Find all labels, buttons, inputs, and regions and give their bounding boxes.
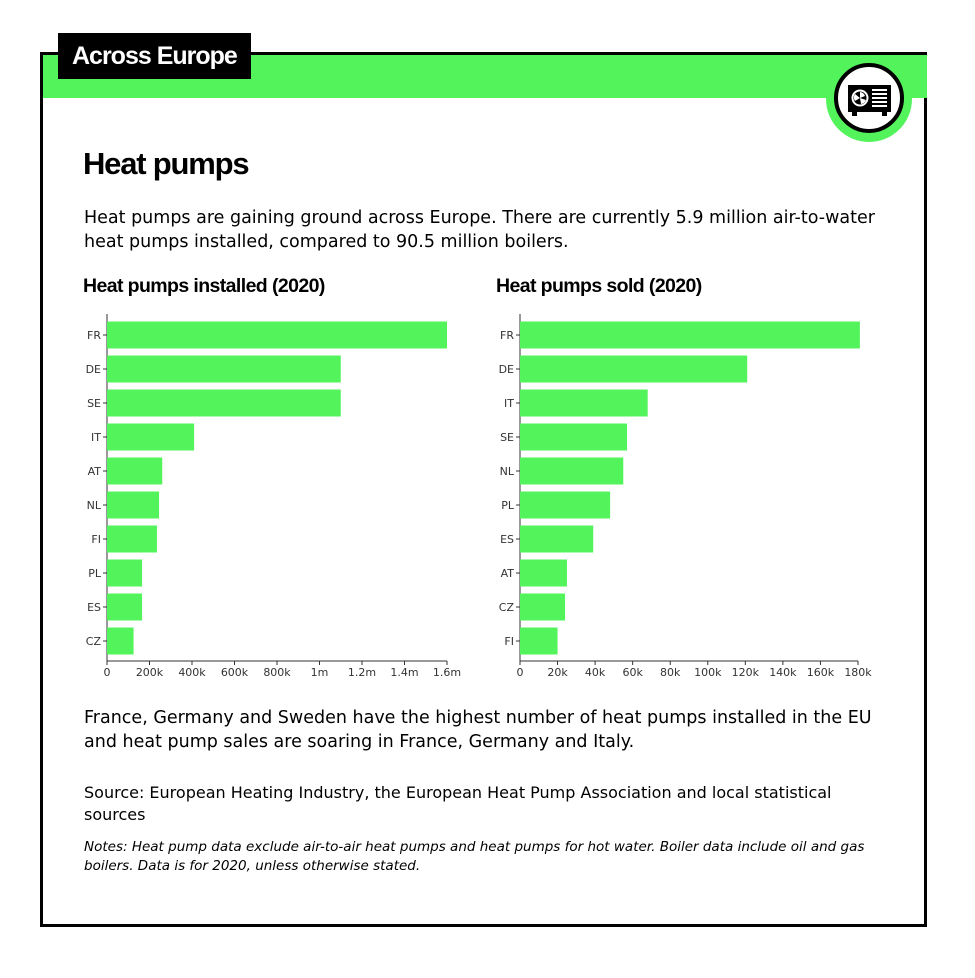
installed-x-tick-label: 1.4m — [390, 666, 418, 679]
installed-y-tick-label: IT — [91, 431, 101, 444]
installed-x-tick-label: 800k — [263, 666, 291, 679]
sold-bar-de — [520, 355, 748, 383]
sold-x-tick-label: 0 — [517, 666, 524, 679]
sold-bar-fi — [520, 627, 558, 655]
section-label: Across Europe — [58, 33, 251, 79]
sold-x-tick-label: 40k — [585, 666, 606, 679]
sold-x-tick-label: 180k — [844, 666, 872, 679]
sold-x-tick-label: 80k — [660, 666, 681, 679]
sold-x-tick-label: 140k — [769, 666, 797, 679]
chart-sold-title: Heat pumps sold (2020) — [496, 275, 702, 297]
sold-y-tick-label: AT — [501, 567, 515, 580]
sold-y-tick-label: FR — [500, 329, 514, 342]
installed-y-tick-label: FI — [91, 533, 101, 546]
installed-bar-pl — [107, 559, 143, 587]
card-frame — [40, 52, 927, 927]
sold-bar-at — [520, 559, 567, 587]
installed-bar-cz — [107, 627, 134, 655]
sold-y-tick-label: IT — [504, 397, 514, 410]
installed-y-tick-label: ES — [87, 601, 101, 614]
installed-x-tick-label: 1.2m — [348, 666, 376, 679]
sold-bar-pl — [520, 491, 611, 519]
installed-y-tick-label: SE — [87, 397, 101, 410]
heat-pump-icon — [826, 61, 912, 142]
installed-y-tick-label: CZ — [86, 635, 102, 648]
sold-x-tick-label: 100k — [694, 666, 722, 679]
installed-y-tick-label: FR — [87, 329, 101, 342]
page-title: Heat pumps — [83, 146, 250, 181]
intro-paragraph: Heat pumps are gaining ground across Eur… — [84, 208, 875, 252]
notes-text: Notes: Heat pump data exclude air-to-air… — [84, 839, 865, 874]
installed-y-tick-label: PL — [88, 567, 102, 580]
installed-bar-nl — [107, 491, 160, 519]
installed-bar-fr — [107, 321, 447, 349]
installed-y-tick-label: NL — [87, 499, 102, 512]
installed-bar-at — [107, 457, 163, 485]
installed-bar-it — [107, 423, 195, 451]
chart-sold: FR DE IT SE NL PL ES AT CZ FI 0 20k 40k 60k 80k 100k 120… — [499, 314, 872, 679]
chart-installed: FR DE SE IT AT NL FI PL ES CZ 0 200k 400k 600k 800k 1m 1… — [86, 314, 461, 679]
source-text: Source: European Heating Industry, the E… — [84, 783, 832, 824]
sold-bar-cz — [520, 593, 566, 621]
sold-bar-fr — [520, 321, 860, 349]
sold-x-tick-label: 120k — [732, 666, 760, 679]
installed-bar-se — [107, 389, 341, 417]
installed-y-tick-label: DE — [86, 363, 101, 376]
sold-x-tick-label: 60k — [622, 666, 643, 679]
sold-y-tick-label: CZ — [499, 601, 515, 614]
installed-bar-de — [107, 355, 341, 383]
installed-x-tick-label: 1m — [311, 666, 329, 679]
sold-y-tick-label: NL — [500, 465, 515, 478]
sold-x-tick-label: 160k — [807, 666, 835, 679]
sold-bar-nl — [520, 457, 624, 485]
installed-x-tick-label: 0 — [104, 666, 111, 679]
sold-bar-it — [520, 389, 648, 417]
sold-y-tick-label: DE — [499, 363, 514, 376]
sold-y-tick-label: SE — [500, 431, 514, 444]
installed-bar-fi — [107, 525, 157, 553]
sold-bar-se — [520, 423, 628, 451]
sold-y-tick-label: PL — [501, 499, 515, 512]
installed-bar-es — [107, 593, 143, 621]
sold-bar-es — [520, 525, 594, 553]
sold-y-tick-label: ES — [500, 533, 514, 546]
chart-installed-title: Heat pumps installed (2020) — [83, 275, 325, 297]
sold-x-tick-label: 20k — [547, 666, 568, 679]
sold-y-tick-label: FI — [504, 635, 514, 648]
installed-x-tick-label: 400k — [178, 666, 206, 679]
installed-x-tick-label: 1.6m — [433, 666, 461, 679]
summary-paragraph: France, Germany and Sweden have the high… — [84, 708, 872, 752]
installed-x-tick-label: 200k — [136, 666, 164, 679]
installed-y-tick-label: AT — [88, 465, 102, 478]
installed-x-tick-label: 600k — [221, 666, 249, 679]
